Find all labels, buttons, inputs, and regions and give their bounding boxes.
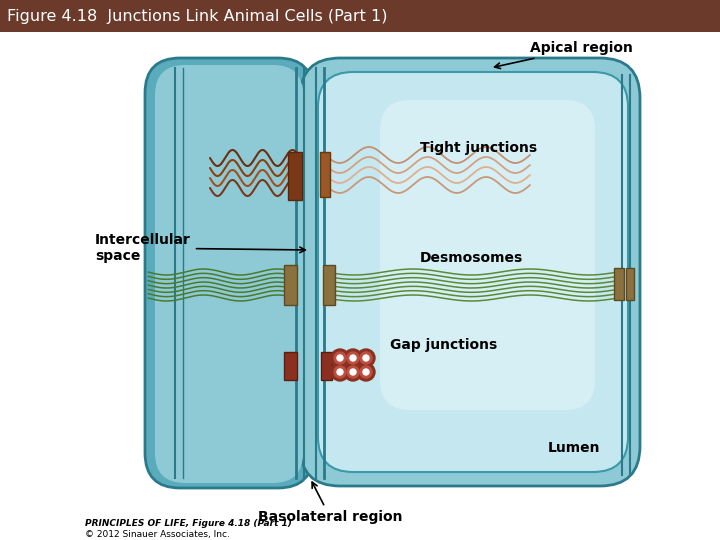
Circle shape xyxy=(337,369,343,375)
FancyBboxPatch shape xyxy=(300,58,640,486)
Text: Basolateral region: Basolateral region xyxy=(258,482,402,524)
Circle shape xyxy=(331,349,349,367)
Circle shape xyxy=(360,366,372,378)
Text: Intercellular
space: Intercellular space xyxy=(95,233,305,263)
Bar xyxy=(284,265,297,305)
Text: Lumen: Lumen xyxy=(548,441,600,455)
FancyBboxPatch shape xyxy=(155,65,303,483)
Circle shape xyxy=(360,352,372,364)
Text: PRINCIPLES OF LIFE, Figure 4.18 (Part 1): PRINCIPLES OF LIFE, Figure 4.18 (Part 1) xyxy=(85,519,292,529)
Text: Figure 4.18  Junctions Link Animal Cells (Part 1): Figure 4.18 Junctions Link Animal Cells … xyxy=(7,9,387,24)
Text: Gap junctions: Gap junctions xyxy=(390,338,498,352)
Circle shape xyxy=(357,349,375,367)
Text: Apical region: Apical region xyxy=(495,41,633,69)
Circle shape xyxy=(357,363,375,381)
Circle shape xyxy=(347,366,359,378)
Circle shape xyxy=(347,352,359,364)
FancyBboxPatch shape xyxy=(380,100,595,410)
Circle shape xyxy=(334,366,346,378)
Circle shape xyxy=(350,369,356,375)
Bar xyxy=(626,268,634,300)
Circle shape xyxy=(363,369,369,375)
Circle shape xyxy=(331,363,349,381)
FancyBboxPatch shape xyxy=(318,72,628,472)
Circle shape xyxy=(363,355,369,361)
Text: © 2012 Sinauer Associates, Inc.: © 2012 Sinauer Associates, Inc. xyxy=(85,530,230,538)
Bar xyxy=(284,352,297,380)
Bar xyxy=(288,152,302,200)
FancyBboxPatch shape xyxy=(145,58,313,488)
Circle shape xyxy=(337,355,343,361)
Bar xyxy=(614,268,624,300)
Circle shape xyxy=(344,363,362,381)
Bar xyxy=(321,352,332,380)
Circle shape xyxy=(350,355,356,361)
Bar xyxy=(320,152,330,197)
Circle shape xyxy=(334,352,346,364)
Text: Tight junctions: Tight junctions xyxy=(420,141,537,155)
Bar xyxy=(0,0,720,32)
Circle shape xyxy=(344,349,362,367)
Text: Desmosomes: Desmosomes xyxy=(420,251,523,265)
Bar xyxy=(323,265,335,305)
